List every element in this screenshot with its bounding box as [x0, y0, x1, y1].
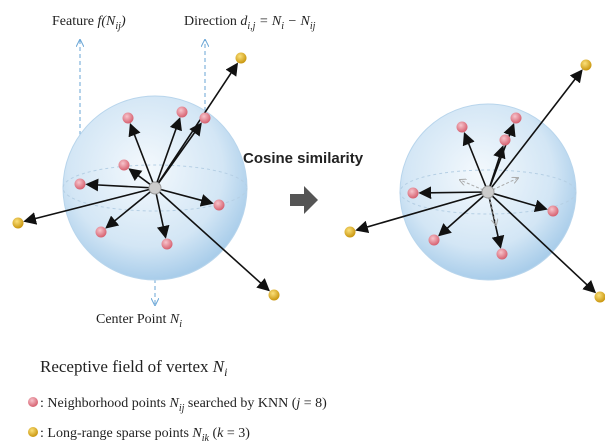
- neighbor-point: [429, 235, 440, 246]
- neighbor-point: [162, 239, 173, 250]
- feature-label: Feature f(Nij): [52, 14, 126, 32]
- neighbor-point: [500, 135, 511, 146]
- center-label: Center Point Ni: [96, 312, 182, 330]
- caption: Receptive field of vertex Ni: [40, 357, 227, 379]
- neighbor-point: [408, 188, 419, 199]
- neighbor-point: [497, 249, 508, 260]
- diagram: Feature f(Nij) Direction di,j = Ni − Nij…: [0, 0, 605, 445]
- long-range-point: [236, 53, 247, 64]
- neighbor-point: [214, 200, 225, 211]
- legend-pink-dot: [28, 397, 38, 407]
- long-range-point: [581, 60, 592, 71]
- long-range-point: [345, 227, 356, 238]
- neighbor-point: [457, 122, 468, 133]
- neighbor-point: [119, 160, 130, 171]
- center-point: [149, 182, 161, 194]
- long-range-point: [13, 218, 24, 229]
- legend-item: : Long-range sparse points Nik (k = 3): [40, 426, 250, 444]
- direction-arrow: [420, 192, 488, 193]
- neighbor-point: [123, 113, 134, 124]
- operation-label: Cosine similarity: [243, 150, 364, 167]
- neighbor-point: [548, 206, 559, 217]
- long-range-point: [269, 290, 280, 301]
- neighbor-point: [177, 107, 188, 118]
- scene: [13, 40, 605, 305]
- legend-item: : Neighborhood points Nij searched by KN…: [40, 396, 327, 414]
- neighbor-point: [75, 179, 86, 190]
- neighbor-point: [511, 113, 522, 124]
- legend-gold-dot: [28, 427, 38, 437]
- center-point: [482, 186, 494, 198]
- direction-label: Direction di,j = Ni − Nij: [184, 14, 316, 32]
- neighbor-point: [200, 113, 211, 124]
- arrow: [290, 186, 318, 214]
- neighbor-point: [96, 227, 107, 238]
- long-range-point: [595, 292, 605, 303]
